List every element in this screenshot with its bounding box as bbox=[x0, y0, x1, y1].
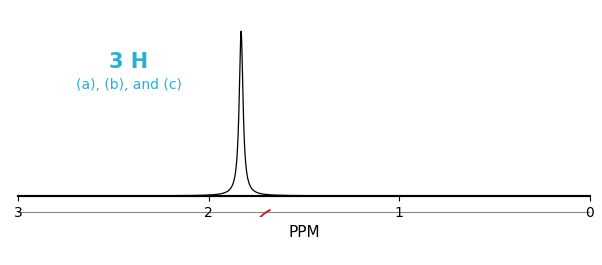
Text: 3 H: 3 H bbox=[109, 52, 148, 72]
X-axis label: PPM: PPM bbox=[288, 225, 320, 240]
Text: (a), (b), and (c): (a), (b), and (c) bbox=[76, 78, 182, 92]
